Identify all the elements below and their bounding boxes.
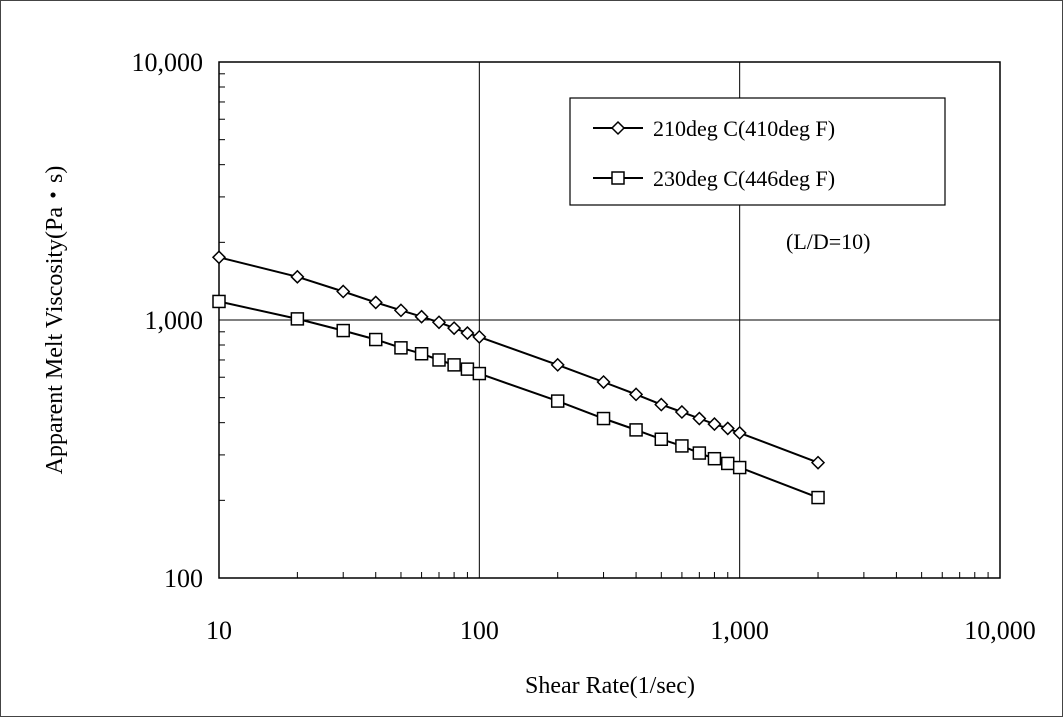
legend-marker-diamond <box>610 120 626 136</box>
x-tick-label: 10 <box>206 616 232 645</box>
data-point-square <box>414 346 429 361</box>
data-point-square <box>732 460 747 475</box>
series-layer <box>211 250 826 505</box>
legend-label-210: 210deg C(410deg F) <box>653 116 835 141</box>
data-point-diamond <box>810 455 826 470</box>
data-point-square <box>675 439 689 453</box>
ld-annotation: (L/D=10) <box>786 229 871 254</box>
data-point-diamond <box>414 309 429 324</box>
data-point-diamond <box>720 421 735 436</box>
data-point-square <box>811 490 825 505</box>
y-tick-label: 100 <box>164 564 203 593</box>
data-point-square <box>212 294 226 309</box>
data-point-square <box>596 411 611 426</box>
data-point-square <box>692 446 707 460</box>
data-point-diamond <box>431 315 447 330</box>
data-point-square <box>721 456 735 471</box>
data-point-diamond <box>654 397 669 412</box>
legend: 210deg C(410deg F) 230deg C(446deg F) <box>569 97 946 206</box>
x-tick-label: 1,000 <box>710 616 769 645</box>
data-point-diamond <box>460 325 475 341</box>
data-point-diamond <box>336 284 351 299</box>
data-point-diamond <box>550 357 565 372</box>
data-point-diamond <box>472 329 487 344</box>
data-point-diamond <box>629 387 644 402</box>
x-tick-label: 10,000 <box>964 616 1036 645</box>
legend-box <box>569 97 946 206</box>
data-point-diamond <box>707 417 722 432</box>
data-point-diamond <box>692 411 707 426</box>
data-point-square <box>368 332 383 347</box>
minor-ticks <box>219 73 989 578</box>
data-point-square <box>629 423 643 437</box>
data-point-diamond <box>447 321 462 336</box>
data-point-diamond <box>674 404 689 420</box>
data-point-diamond <box>368 295 383 310</box>
data-point-square <box>472 366 487 381</box>
y-tick-labels: 100 1,000 10,000 <box>132 48 204 593</box>
y-axis-title: Apparent Melt Viscosity(Pa・s) <box>42 166 68 475</box>
data-point-square <box>707 451 722 466</box>
plot-area <box>218 61 1001 579</box>
data-point-square <box>550 394 565 408</box>
data-point-square <box>336 323 350 338</box>
data-point-diamond <box>290 269 305 284</box>
data-point-square <box>654 432 669 446</box>
x-axis-title: Shear Rate(1/sec) <box>525 673 695 699</box>
data-point-diamond <box>393 303 409 318</box>
legend-label-230: 230deg C(446deg F) <box>653 166 835 191</box>
data-point-diamond <box>596 374 611 390</box>
y-tick-label: 10,000 <box>132 48 204 77</box>
data-point-square <box>394 341 408 355</box>
legend-marker-square <box>611 171 625 185</box>
data-point-diamond <box>211 250 227 265</box>
data-point-diamond <box>732 425 747 440</box>
x-tick-label: 100 <box>460 616 499 645</box>
data-point-square <box>432 353 446 367</box>
data-point-square <box>447 358 461 372</box>
data-point-square <box>460 362 475 376</box>
y-tick-label: 1,000 <box>145 306 204 335</box>
x-tick-labels: 10 100 1,000 10,000 <box>206 616 1036 645</box>
data-point-square <box>290 312 305 326</box>
